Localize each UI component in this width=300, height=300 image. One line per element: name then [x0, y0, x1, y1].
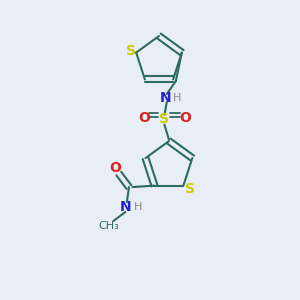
Text: N: N [160, 91, 171, 105]
Text: CH₃: CH₃ [98, 221, 118, 231]
Text: O: O [179, 111, 191, 125]
Text: O: O [138, 111, 150, 125]
Text: S: S [159, 112, 170, 126]
Text: O: O [109, 161, 121, 175]
Text: S: S [185, 182, 195, 196]
Text: H: H [173, 93, 182, 103]
Text: H: H [134, 202, 142, 212]
Text: N: N [120, 200, 131, 214]
Text: S: S [126, 44, 136, 58]
